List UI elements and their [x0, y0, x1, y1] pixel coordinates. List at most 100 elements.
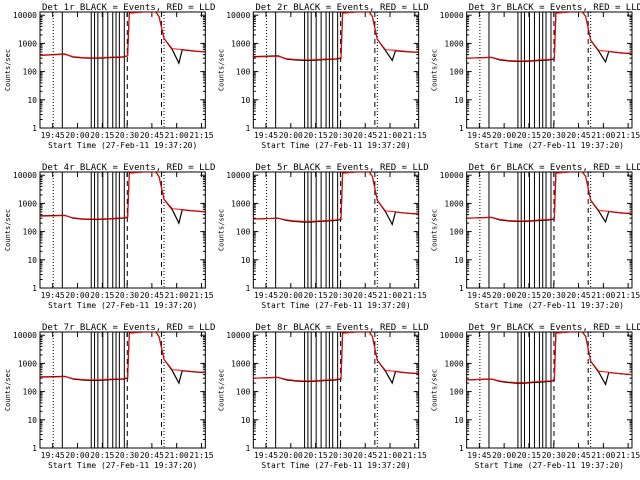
plot-frame — [466, 11, 633, 129]
x-tick-label: 20:15 — [517, 451, 541, 460]
y-tick-label: 10 — [27, 96, 37, 105]
y-tick-label: 10000 — [226, 171, 250, 180]
y-tick-label: 100 — [23, 228, 38, 237]
y-tick-label: 10 — [27, 416, 37, 425]
plot-title: Det 2r BLACK = Events, RED = LLD — [255, 3, 428, 13]
y-tick-label: 1000 — [231, 359, 250, 368]
x-tick-label: 20:00 — [65, 131, 89, 140]
series-line-events — [466, 172, 632, 224]
y-axis-label: Counts/sec — [4, 209, 12, 251]
plot-panel-3: Det 3r BLACK = Events, RED = LLD 1 10 100 10… — [431, 3, 640, 150]
plot-panel-6: Det 6r BLACK = Events, RED = LLD 1 10 100 10… — [431, 163, 640, 310]
y-tick-label: 1000 — [18, 359, 37, 368]
x-tick-label: 20:45 — [566, 291, 590, 300]
x-tick-label: 21:15 — [403, 131, 427, 140]
y-tick-label: 100 — [449, 228, 464, 237]
x-tick-label: 19:45 — [41, 131, 65, 140]
plot-title: Det 1r BLACK = Events, RED = LLD — [42, 3, 215, 13]
y-tick-label: 10000 — [440, 11, 464, 20]
x-tick-label: 20:45 — [566, 131, 590, 140]
x-tick-label: 20:15 — [90, 131, 114, 140]
x-tick-label: 21:00 — [378, 131, 402, 140]
x-tick-label: 19:45 — [41, 291, 65, 300]
plot-frame — [39, 171, 206, 289]
x-axis-label: Start Time (27-Feb-11 19:37:20) — [48, 301, 197, 310]
y-tick-label: 100 — [236, 228, 251, 237]
x-axis-label: Start Time (27-Feb-11 19:37:20) — [475, 301, 624, 310]
x-tick-label: 20:00 — [279, 291, 303, 300]
x-tick-label: 20:15 — [517, 131, 541, 140]
y-tick-label: 100 — [449, 68, 464, 77]
x-tick-label: 21:00 — [165, 131, 189, 140]
x-tick-label: 20:30 — [328, 131, 352, 140]
x-tick-label: 20:30 — [115, 451, 139, 460]
series-line-lld — [253, 172, 419, 222]
y-tick-label: 10 — [27, 256, 37, 265]
x-tick-label: 21:15 — [616, 131, 640, 140]
plot-title: Det 5r BLACK = Events, RED = LLD — [255, 163, 428, 173]
x-tick-label: 20:15 — [90, 451, 114, 460]
x-tick-label: 19:45 — [467, 291, 491, 300]
series-line-lld — [253, 332, 419, 382]
plot-panel-2: Det 2r BLACK = Events, RED = LLD 1 10 100 10… — [217, 3, 428, 150]
x-tick-label: 20:00 — [65, 451, 89, 460]
x-axis-label: Start Time (27-Feb-11 19:37:20) — [48, 461, 197, 470]
y-tick-label: 10000 — [13, 171, 37, 180]
y-tick-label: 1000 — [231, 199, 250, 208]
y-tick-label: 1000 — [18, 199, 37, 208]
x-axis-label: Start Time (27-Feb-11 19:37:20) — [475, 141, 624, 150]
x-tick-label: 21:15 — [616, 291, 640, 300]
x-tick-label: 20:15 — [304, 451, 328, 460]
x-tick-label: 20:45 — [353, 451, 377, 460]
series-line-events — [40, 12, 206, 65]
series-line-events — [253, 12, 419, 62]
y-tick-label: 1000 — [444, 199, 463, 208]
plot-panel-9: Det 9r BLACK = Events, RED = LLD 1 10 100 10… — [431, 323, 640, 470]
plot-title: Det 4r BLACK = Events, RED = LLD — [42, 163, 215, 173]
x-tick-label: 21:15 — [189, 131, 213, 140]
y-axis-label: Counts/sec — [217, 49, 225, 91]
x-tick-label: 20:00 — [492, 131, 516, 140]
x-axis-label: Start Time (27-Feb-11 19:37:20) — [261, 141, 410, 150]
x-tick-label: 20:30 — [328, 291, 352, 300]
x-axis-label: Start Time (27-Feb-11 19:37:20) — [261, 301, 410, 310]
series-line-events — [40, 332, 206, 385]
x-tick-label: 19:45 — [254, 131, 278, 140]
plot-panel-1: Det 1r BLACK = Events, RED = LLD 1 10 100 10… — [4, 3, 215, 150]
x-tick-label: 20:30 — [542, 451, 566, 460]
x-tick-label: 20:30 — [542, 131, 566, 140]
plot-title: Det 3r BLACK = Events, RED = LLD — [469, 3, 640, 13]
y-tick-label: 10000 — [440, 171, 464, 180]
y-tick-label: 1000 — [231, 39, 250, 48]
y-tick-label: 1 — [32, 444, 37, 453]
y-tick-label: 10000 — [13, 11, 37, 20]
y-axis-label: Counts/sec — [431, 369, 439, 411]
x-tick-label: 20:15 — [517, 291, 541, 300]
x-tick-label: 21:00 — [591, 131, 615, 140]
plot-panel-5: Det 5r BLACK = Events, RED = LLD 1 10 100 10… — [217, 163, 428, 310]
x-tick-label: 20:00 — [492, 291, 516, 300]
plot-frame — [466, 331, 633, 449]
x-axis-label: Start Time (27-Feb-11 19:37:20) — [48, 141, 197, 150]
x-tick-label: 21:15 — [616, 451, 640, 460]
x-tick-label: 20:15 — [90, 291, 114, 300]
plot-frame — [252, 331, 420, 449]
series-line-lld — [40, 332, 206, 381]
x-tick-label: 20:45 — [140, 131, 164, 140]
plot-title: Det 6r BLACK = Events, RED = LLD — [469, 163, 640, 173]
x-tick-label: 21:15 — [403, 451, 427, 460]
y-tick-label: 1 — [459, 284, 464, 293]
series-line-lld — [253, 12, 419, 61]
x-tick-label: 20:00 — [65, 291, 89, 300]
y-tick-label: 10 — [454, 256, 464, 265]
x-tick-label: 20:15 — [304, 131, 328, 140]
x-tick-label: 20:00 — [279, 131, 303, 140]
series-line-lld — [466, 172, 632, 222]
y-tick-label: 100 — [449, 388, 464, 397]
y-tick-label: 100 — [23, 388, 38, 397]
y-tick-label: 1000 — [18, 39, 37, 48]
x-tick-label: 21:00 — [378, 291, 402, 300]
plot-frame — [39, 331, 206, 449]
x-tick-label: 20:00 — [492, 451, 516, 460]
